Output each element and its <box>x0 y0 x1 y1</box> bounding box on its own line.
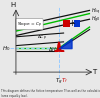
Text: +: + <box>68 19 75 28</box>
Text: Slope = $C_p$: Slope = $C_p$ <box>16 20 42 29</box>
Text: $H_{g0}$: $H_{g0}$ <box>91 15 100 25</box>
Text: $\Delta C_p$: $\Delta C_p$ <box>37 33 47 42</box>
Text: $T_f$: $T_f$ <box>60 77 68 85</box>
Text: $H_0$: $H_0$ <box>2 44 11 53</box>
Bar <box>63 20 70 27</box>
Text: $T_g$: $T_g$ <box>55 77 63 87</box>
Text: $H_{liq}$: $H_{liq}$ <box>91 6 100 17</box>
Text: T: T <box>92 69 96 75</box>
Bar <box>74 20 80 27</box>
Text: H: H <box>10 2 16 8</box>
Text: This diagram defines the fictive temperature Tf as well as the calculation metho: This diagram defines the fictive tempera… <box>1 89 100 98</box>
Text: $\Delta H$: $\Delta H$ <box>48 45 57 53</box>
